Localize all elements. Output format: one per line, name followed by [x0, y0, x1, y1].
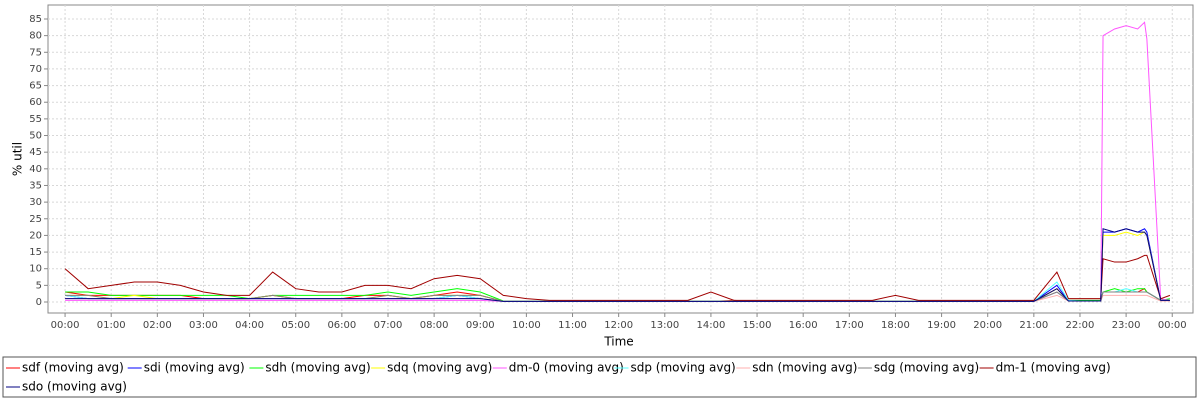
y-tick-label: 45 — [29, 147, 42, 158]
x-tick-label: 21:00 — [1019, 320, 1048, 331]
legend-label: sdg (moving avg) — [874, 361, 979, 375]
x-tick-label: 19:00 — [927, 320, 956, 331]
x-tick-label: 22:00 — [1066, 320, 1095, 331]
x-tick-label: 07:00 — [374, 320, 403, 331]
y-tick-label: 85 — [29, 14, 42, 25]
y-tick-label: 30 — [29, 197, 42, 208]
y-tick-label: 5 — [36, 280, 42, 291]
x-tick-label: 04:00 — [235, 320, 264, 331]
series-line — [64, 254, 1171, 301]
y-tick-label: 10 — [29, 264, 42, 275]
y-tick-label: 15 — [29, 247, 42, 258]
legend-label: dm-1 (moving avg) — [996, 361, 1111, 375]
x-tick-label: 09:00 — [466, 320, 495, 331]
y-tick-label: 55 — [29, 114, 42, 125]
plot-area — [47, 4, 1194, 314]
x-tick-label: 16:00 — [789, 320, 818, 331]
x-tick-label: 03:00 — [189, 320, 218, 331]
y-tick-label: 65 — [29, 81, 42, 92]
x-tick-label: 12:00 — [604, 320, 633, 331]
legend-label: sdq (moving avg) — [387, 361, 492, 375]
y-tick-label: 50 — [29, 131, 42, 142]
legend-label: sdp (moving avg) — [631, 361, 736, 375]
x-tick-label: 10:00 — [512, 320, 541, 331]
y-tick-label: 80 — [29, 31, 42, 42]
x-tick-label: 11:00 — [558, 320, 587, 331]
legend-label: sdh (moving avg) — [265, 361, 370, 375]
legend-label: sdn (moving avg) — [752, 361, 857, 375]
y-tick-label: 70 — [29, 64, 42, 75]
x-tick-label: 14:00 — [697, 320, 726, 331]
y-tick-label: 25 — [29, 214, 42, 225]
x-tick-label: 00:00 — [1158, 320, 1187, 331]
x-tick-label: 00:00 — [51, 320, 80, 331]
x-tick-label: 23:00 — [1112, 320, 1141, 331]
x-tick-label: 06:00 — [327, 320, 356, 331]
y-tick-label: 75 — [29, 47, 42, 58]
legend — [2, 356, 1197, 398]
legend-label: sdi (moving avg) — [144, 361, 245, 375]
x-axis-title: Time — [603, 335, 633, 349]
legend-label: dm-0 (moving avg) — [509, 361, 624, 375]
legend-label: sdf (moving avg) — [22, 361, 124, 375]
y-tick-label: 0 — [36, 297, 42, 308]
x-tick-label: 02:00 — [143, 320, 172, 331]
x-tick-label: 18:00 — [881, 320, 910, 331]
y-axis-title: % util — [11, 142, 25, 176]
x-tick-label: 17:00 — [835, 320, 864, 331]
y-tick-label: 20 — [29, 230, 42, 241]
x-tick-label: 08:00 — [420, 320, 449, 331]
series-line — [65, 228, 1170, 302]
y-tick-label: 35 — [29, 180, 42, 191]
x-tick-label: 13:00 — [650, 320, 679, 331]
y-tick-label: 60 — [29, 97, 42, 108]
x-tick-label: 15:00 — [743, 320, 772, 331]
x-tick-label: 20:00 — [973, 320, 1002, 331]
x-tick-label: 01:00 — [97, 320, 126, 331]
x-tick-label: 05:00 — [281, 320, 310, 331]
y-tick-label: 40 — [29, 164, 42, 175]
legend-label: sdo (moving avg) — [22, 380, 127, 394]
